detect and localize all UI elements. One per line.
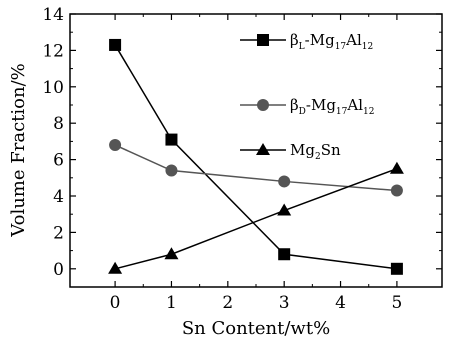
data-point [165, 164, 178, 177]
y-axis-title: Volume Fraction/% [8, 63, 29, 237]
x-tick-label: 4 [335, 293, 346, 313]
legend-label: βL​-Mg17​Al12​ [290, 31, 373, 52]
x-tick-label: 2 [222, 293, 233, 313]
series-3 [108, 161, 404, 274]
data-point [109, 139, 122, 152]
data-point [164, 247, 179, 260]
series-2 [109, 139, 403, 197]
data-point [390, 262, 403, 275]
data-point [108, 261, 123, 274]
x-tick-label: 1 [166, 293, 177, 313]
x-tick-label: 0 [110, 293, 121, 313]
x-tick-label: 5 [391, 293, 402, 313]
y-tick-label: 14 [42, 5, 64, 25]
legend: βL​-Mg17​Al12​ βD​-Mg17​Al12​ Mg2​Sn [240, 31, 374, 162]
y-tick-label: 6 [53, 151, 64, 171]
data-point [390, 184, 403, 197]
legend-entry: βL​-Mg17​Al12​ [240, 31, 373, 52]
data-point [278, 175, 291, 188]
data-point [389, 161, 404, 174]
series-line [114, 144, 397, 192]
y-tick-label: 4 [53, 187, 64, 207]
data-point [278, 248, 291, 261]
legend-label: βD​-Mg17​Al12​ [290, 96, 374, 117]
series-1 [109, 38, 403, 275]
legend-label: Mg2​Sn [290, 141, 341, 162]
data-point [277, 203, 292, 216]
y-tick-label: 2 [53, 223, 64, 243]
series-line [114, 44, 398, 270]
data-point [165, 133, 178, 146]
legend-entry: Mg2​Sn [240, 141, 341, 162]
y-tick-label: 12 [42, 41, 64, 61]
legend-marker [256, 143, 270, 155]
legend-entry: βD​-Mg17​Al12​ [240, 96, 374, 117]
data-point [109, 38, 122, 51]
y-tick-label: 0 [53, 260, 64, 280]
x-tick-label: 3 [279, 293, 290, 313]
series-layer [108, 38, 404, 275]
y-tick-label: 8 [53, 114, 64, 134]
legend-marker [257, 99, 269, 111]
y-tick-label: 10 [42, 78, 64, 98]
series-line [114, 167, 398, 270]
legend-marker [257, 34, 269, 46]
x-axis-title: Sn Content/wt% [182, 318, 330, 339]
